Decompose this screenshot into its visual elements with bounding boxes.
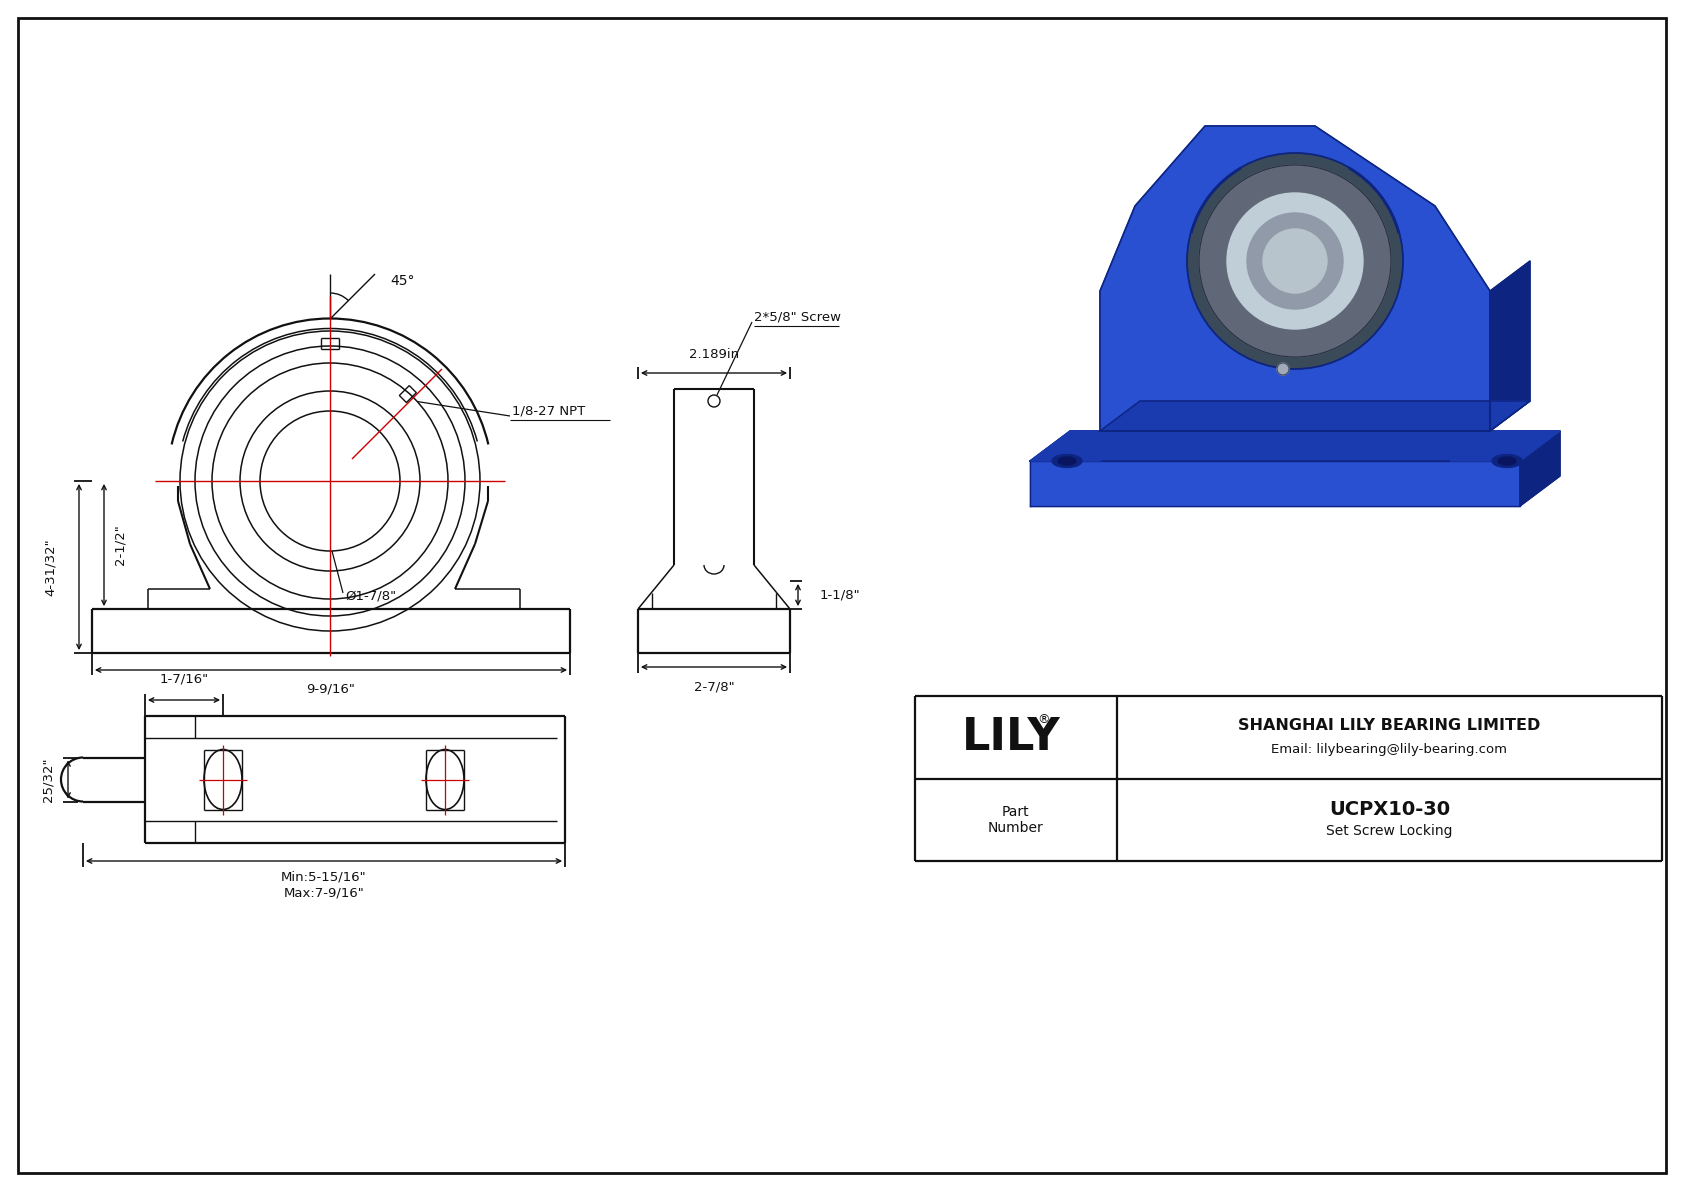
Text: UCPX10-30: UCPX10-30 <box>1329 800 1450 819</box>
Text: Max:7-9/16": Max:7-9/16" <box>283 886 364 899</box>
Polygon shape <box>1100 401 1531 431</box>
Ellipse shape <box>1052 455 1083 468</box>
Polygon shape <box>1521 431 1559 506</box>
Circle shape <box>1276 363 1288 375</box>
Circle shape <box>1263 229 1327 293</box>
Text: 25/32": 25/32" <box>42 757 54 802</box>
Text: 2*5/8" Screw: 2*5/8" Screw <box>754 311 840 324</box>
Ellipse shape <box>1058 457 1076 464</box>
Text: Set Screw Locking: Set Screw Locking <box>1325 824 1453 837</box>
Text: 45°: 45° <box>391 274 414 288</box>
Text: 2-1/2": 2-1/2" <box>113 524 126 566</box>
Circle shape <box>1199 166 1391 357</box>
Polygon shape <box>1031 431 1559 461</box>
Text: SHANGHAI LILY BEARING LIMITED: SHANGHAI LILY BEARING LIMITED <box>1238 718 1541 732</box>
Text: Part
Number: Part Number <box>989 805 1044 835</box>
Text: 4-31/32": 4-31/32" <box>44 538 57 596</box>
Circle shape <box>1246 213 1344 308</box>
Ellipse shape <box>1499 457 1516 464</box>
Polygon shape <box>1100 126 1490 431</box>
Ellipse shape <box>1492 455 1522 468</box>
Polygon shape <box>1490 261 1531 431</box>
Text: ®: ® <box>1037 712 1051 725</box>
Text: 1-7/16": 1-7/16" <box>160 673 209 686</box>
Text: 2-7/8": 2-7/8" <box>694 680 734 693</box>
Text: 1-1/8": 1-1/8" <box>820 588 861 601</box>
Circle shape <box>1187 152 1403 369</box>
Text: LILY: LILY <box>962 716 1061 759</box>
Polygon shape <box>1031 461 1521 506</box>
Text: Min:5-15/16": Min:5-15/16" <box>281 871 367 884</box>
Text: 1/8-27 NPT: 1/8-27 NPT <box>512 405 586 418</box>
Text: 2.189in: 2.189in <box>689 348 739 361</box>
Polygon shape <box>1450 431 1559 461</box>
Bar <box>399 386 416 403</box>
Text: Email: lilybearing@lily-bearing.com: Email: lilybearing@lily-bearing.com <box>1271 743 1507 756</box>
Text: 9-9/16": 9-9/16" <box>306 682 355 696</box>
Text: Ø1-7/8": Ø1-7/8" <box>345 590 396 603</box>
Circle shape <box>1228 193 1362 329</box>
Polygon shape <box>1031 431 1140 461</box>
